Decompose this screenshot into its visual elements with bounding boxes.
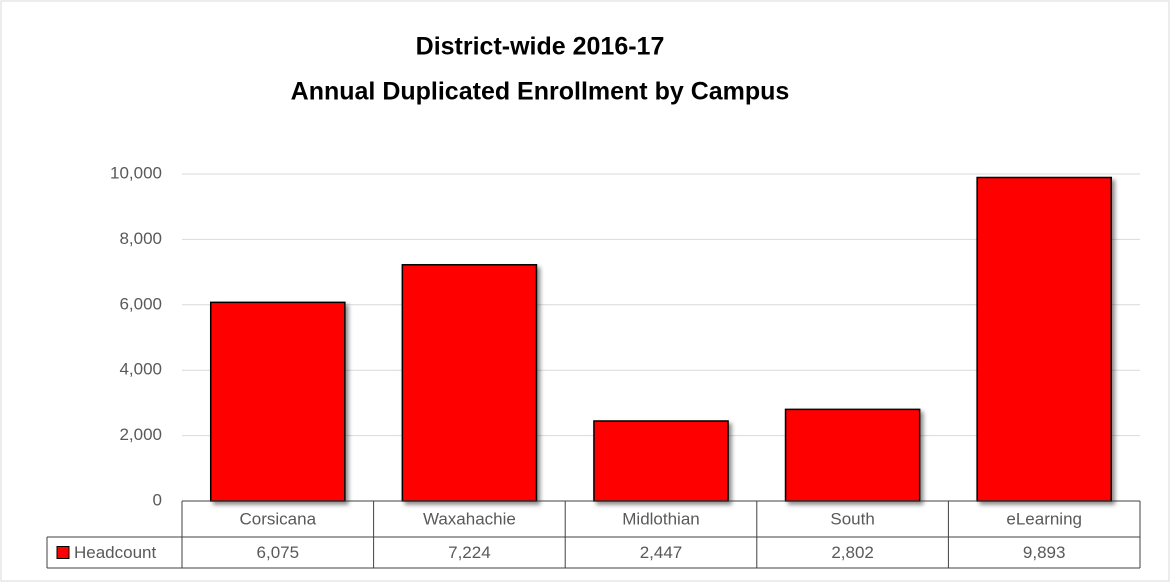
y-tick-label: 8,000 — [119, 229, 162, 248]
chart-title: Annual Duplicated Enrollment by Campus — [291, 78, 790, 106]
bar — [593, 420, 729, 502]
data-table-value: 9,893 — [1023, 543, 1066, 562]
data-table-value: 7,224 — [448, 543, 491, 562]
y-tick-label: 4,000 — [119, 360, 162, 379]
data-table-value: 2,802 — [831, 543, 874, 562]
y-tick-label: 10,000 — [110, 163, 162, 182]
x-tick-label: Waxahachie — [423, 509, 516, 528]
x-tick-label: Corsicana — [240, 509, 317, 528]
legend-swatch — [56, 546, 70, 559]
bar — [209, 301, 346, 502]
chart-title: District-wide 2016-17 — [416, 33, 665, 61]
legend-label: Headcount — [74, 543, 157, 562]
x-tick-label: Midlothian — [622, 509, 700, 528]
bar — [784, 408, 921, 502]
y-tick-label: 0 — [153, 490, 162, 509]
x-tick-label: South — [830, 509, 874, 528]
bar — [401, 264, 538, 502]
y-tick-label: 2,000 — [119, 425, 162, 444]
data-table-value: 2,447 — [640, 543, 683, 562]
bar — [976, 176, 1113, 502]
y-tick-label: 6,000 — [119, 294, 162, 313]
x-tick-label: eLearning — [1006, 509, 1082, 528]
data-table-value: 6,075 — [257, 543, 300, 562]
